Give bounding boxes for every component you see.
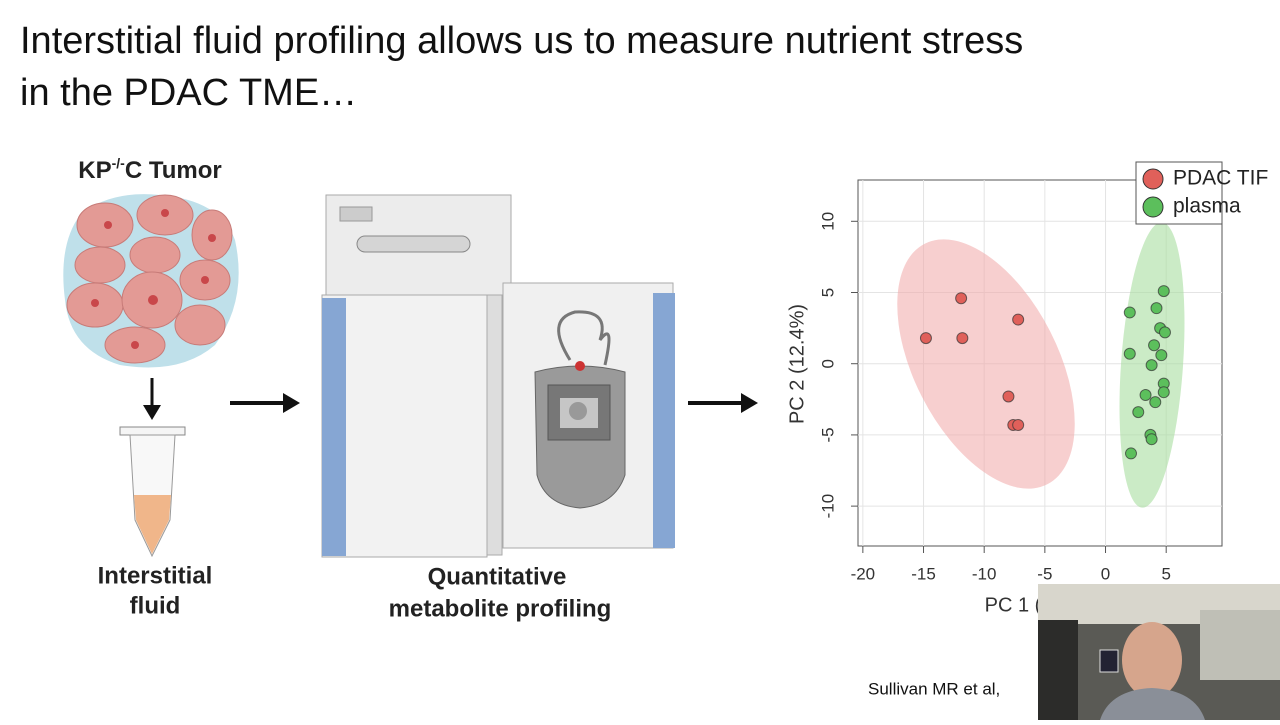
data-point <box>1149 396 1162 409</box>
mass-spec-illustration <box>321 194 675 558</box>
tumor-label-superscript: -/- <box>112 155 126 171</box>
slide-title: Interstitial fluid profiling allows us t… <box>20 20 1023 62</box>
data-point <box>919 332 932 345</box>
data-point <box>1002 390 1015 403</box>
data-point <box>1157 386 1170 399</box>
tumor-label-part: C Tumor <box>125 157 222 184</box>
x-axis-label: PC 1 ( <box>985 594 1042 616</box>
data-point <box>1145 359 1158 372</box>
data-point <box>1123 306 1136 319</box>
profiling-label: metabolite profiling <box>389 595 612 622</box>
x-tick-label: 0 <box>1101 564 1110 583</box>
y-tick-label: 5 <box>818 288 837 297</box>
data-point <box>1158 326 1171 339</box>
confidence-ellipse <box>897 239 1075 489</box>
data-point <box>1132 406 1145 419</box>
x-tick-label: -10 <box>972 564 997 583</box>
profiling-label: Quantitative <box>428 563 567 590</box>
legend-label: PDAC TIF <box>1173 167 1268 190</box>
arrow <box>230 393 300 413</box>
x-tick-label: -20 <box>851 564 876 583</box>
data-point <box>1139 389 1152 402</box>
tumor-label: KP-/-C Tumor <box>78 155 221 185</box>
fluid-label: Interstitial <box>98 562 213 589</box>
data-point <box>956 332 969 345</box>
data-point <box>1123 347 1136 360</box>
data-point <box>1148 339 1161 352</box>
x-tick-label: -15 <box>911 564 936 583</box>
legend-label: plasma <box>1173 195 1241 218</box>
citation: Sullivan MR et al, <box>868 679 1000 698</box>
x-tick-label: -5 <box>1037 564 1052 583</box>
x-tick-label: 5 <box>1161 564 1170 583</box>
arrow <box>688 393 758 413</box>
data-point <box>1145 433 1158 446</box>
tumor-label-part: KP <box>78 157 111 184</box>
data-point <box>1150 302 1163 315</box>
data-point <box>1012 418 1025 431</box>
legend-marker <box>1142 168 1164 190</box>
data-point <box>955 292 968 305</box>
y-tick-label: 0 <box>818 359 837 368</box>
legend-marker <box>1142 196 1164 218</box>
fluid-label: fluid <box>130 592 181 619</box>
y-axis-label: PC 2 (12.4%) <box>786 304 808 424</box>
slide-title: in the PDAC TME… <box>20 72 357 114</box>
tumor-illustration <box>63 194 239 558</box>
y-tick-label: -10 <box>818 494 837 519</box>
data-point <box>1125 447 1137 460</box>
webcam-video <box>1038 584 1280 720</box>
data-point <box>1155 349 1168 362</box>
data-point <box>1157 285 1170 298</box>
data-point <box>1012 313 1025 326</box>
y-tick-label: 10 <box>818 212 837 231</box>
y-tick-label: -5 <box>818 427 837 442</box>
